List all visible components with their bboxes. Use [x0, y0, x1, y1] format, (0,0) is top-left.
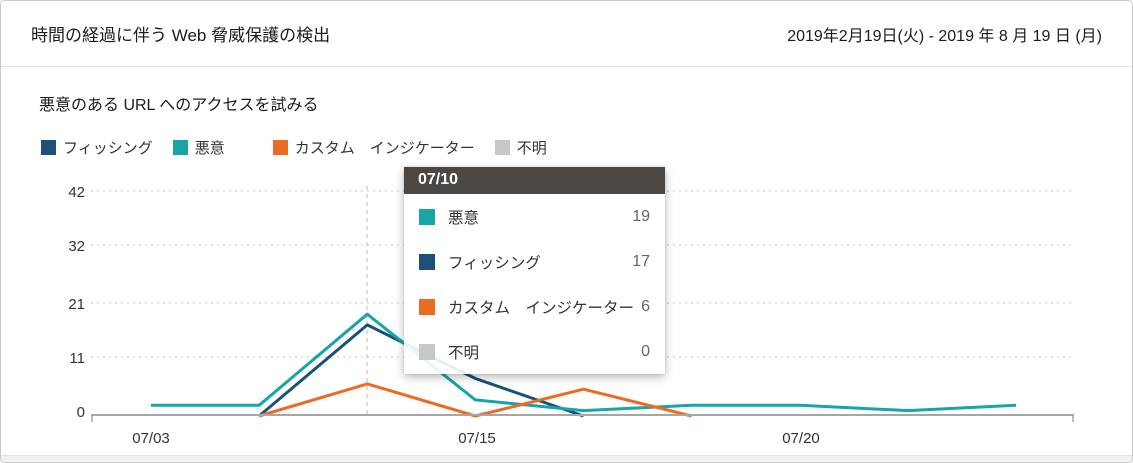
tooltip-label: カスタム インジケーター — [448, 299, 635, 317]
malicious-color-swatch — [172, 140, 188, 155]
chart-legend: フィッシング 悪意 カスタム インジケーター 不明 — [41, 137, 567, 158]
card-header: 時間の経過に伴う Web 脅威保護の検出 2019年2月19日(火) - 201… — [1, 1, 1132, 67]
tooltip-label: 悪意 — [448, 209, 480, 227]
y-axis-tick-labels: 42 32 21 11 0 — [68, 184, 85, 421]
tooltip-row-phishing: フィッシング 17 — [404, 239, 665, 284]
x-axis-tick-labels: 07/03 07/15 07/20 — [132, 430, 820, 447]
custom-indicator-color-swatch — [419, 298, 435, 315]
tooltip-row-unknown: 不明 0 — [404, 329, 665, 374]
y-tick-32: 32 — [68, 238, 85, 255]
unknown-color-swatch — [419, 343, 435, 360]
tooltip-value: 17 — [632, 252, 650, 270]
tooltip-value: 0 — [641, 342, 650, 360]
legend-label-unknown: 不明 — [516, 140, 547, 157]
tooltip-row-malicious: 悪意 19 — [404, 194, 665, 239]
tooltip-label: フィッシング — [448, 254, 541, 272]
tooltip-value: 6 — [641, 297, 650, 315]
page-title: 時間の経過に伴う Web 脅威保護の検出 — [31, 26, 331, 45]
legend-item-unknown[interactable]: 不明 — [494, 137, 547, 158]
custom-indicator-color-swatch — [272, 140, 288, 155]
tooltip-value: 19 — [632, 207, 650, 225]
gridlines — [91, 190, 1074, 358]
legend-item-phishing[interactable]: フィッシング — [41, 137, 153, 158]
tooltip-row-custom-indicator: カスタム インジケーター 6 — [404, 284, 665, 329]
legend-item-malicious[interactable]: 悪意 — [172, 137, 225, 158]
x-axis — [91, 414, 1074, 422]
malicious-color-swatch — [419, 208, 435, 225]
legend-label-custom-indicator: カスタム インジケーター — [294, 140, 475, 157]
phishing-color-swatch — [41, 140, 56, 155]
tooltip-date-header: 07/10 — [404, 167, 665, 194]
y-tick-0: 0 — [77, 404, 85, 421]
y-tick-21: 21 — [68, 296, 85, 313]
chart-title: 悪意のある URL へのアクセスを試みる — [39, 97, 319, 114]
x-tick-0703: 07/03 — [132, 430, 170, 447]
date-range-label: 2019年2月19日(火) - 2019 年 8 月 19 日 (月) — [787, 27, 1102, 45]
unknown-color-swatch — [494, 140, 510, 155]
y-tick-11: 11 — [69, 350, 85, 367]
y-tick-42: 42 — [68, 184, 85, 201]
tooltip-label: 不明 — [448, 344, 480, 362]
legend-label-malicious: 悪意 — [194, 140, 225, 157]
chart-tooltip: 07/10 悪意 19 フィッシング 17 カスタム インジケーター 6 不明 … — [404, 167, 665, 374]
legend-item-custom-indicator[interactable]: カスタム インジケーター — [272, 137, 475, 158]
card-footer-strip — [1, 455, 1132, 462]
legend-label-phishing: フィッシング — [63, 140, 153, 157]
series-line — [151, 312, 1017, 413]
x-tick-0720: 07/20 — [782, 430, 820, 447]
phishing-color-swatch — [419, 253, 435, 270]
x-tick-0715: 07/15 — [458, 430, 496, 447]
